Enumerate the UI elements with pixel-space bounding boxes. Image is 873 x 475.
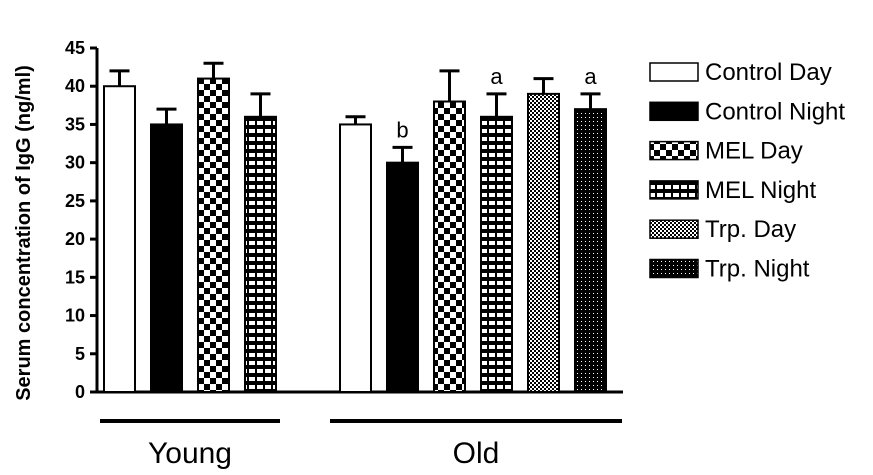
axes: 0 5 10 15 20 25 30 35 40 45 [65,38,623,402]
group-lines: Young Old [100,419,622,470]
legend-label: MEL Day [705,138,803,165]
group-label: Old [453,437,500,470]
significance-label: a [490,64,503,89]
bar [103,85,136,393]
bar [339,123,372,393]
significance-label: a [584,64,597,89]
y-tick-label: 15 [65,267,85,287]
significance-label: b [396,117,408,142]
y-tick-label: 40 [65,76,85,96]
legend-label: MEL Night [705,177,816,204]
y-tick-label: 20 [65,229,85,249]
legend: Control Day Control Night MEL Day MEL Night… [649,59,845,283]
y-tick-label: 45 [65,38,85,58]
legend-swatch [649,219,699,239]
legend-label: Control Day [705,59,832,86]
bar [244,115,277,394]
legend-swatch [649,258,699,279]
legend-label: Trp. Night [705,256,810,283]
legend-label: Trp. Day [705,216,796,243]
y-tick-label: 5 [75,344,85,364]
bar [150,123,183,393]
bar [527,92,560,393]
legend-label: Control Night [705,98,845,125]
y-tick-label: 10 [65,306,85,326]
bar [386,161,419,393]
bar [433,100,466,393]
group-label: Young [148,437,232,470]
y-tick-label: 30 [65,153,85,173]
legend-swatch [649,180,699,200]
legend-swatch [649,140,699,161]
bars: b a a [103,61,607,394]
bar [574,108,607,394]
legend-swatch [649,101,699,122]
y-tick-label: 35 [65,114,85,134]
y-tick-label: 25 [65,191,85,211]
y-axis-title: Serum concentration of IgG (ng/ml) [13,65,35,401]
bar [480,115,513,394]
y-tick-label: 0 [75,382,85,402]
bar [197,77,230,393]
legend-swatch [649,62,699,82]
